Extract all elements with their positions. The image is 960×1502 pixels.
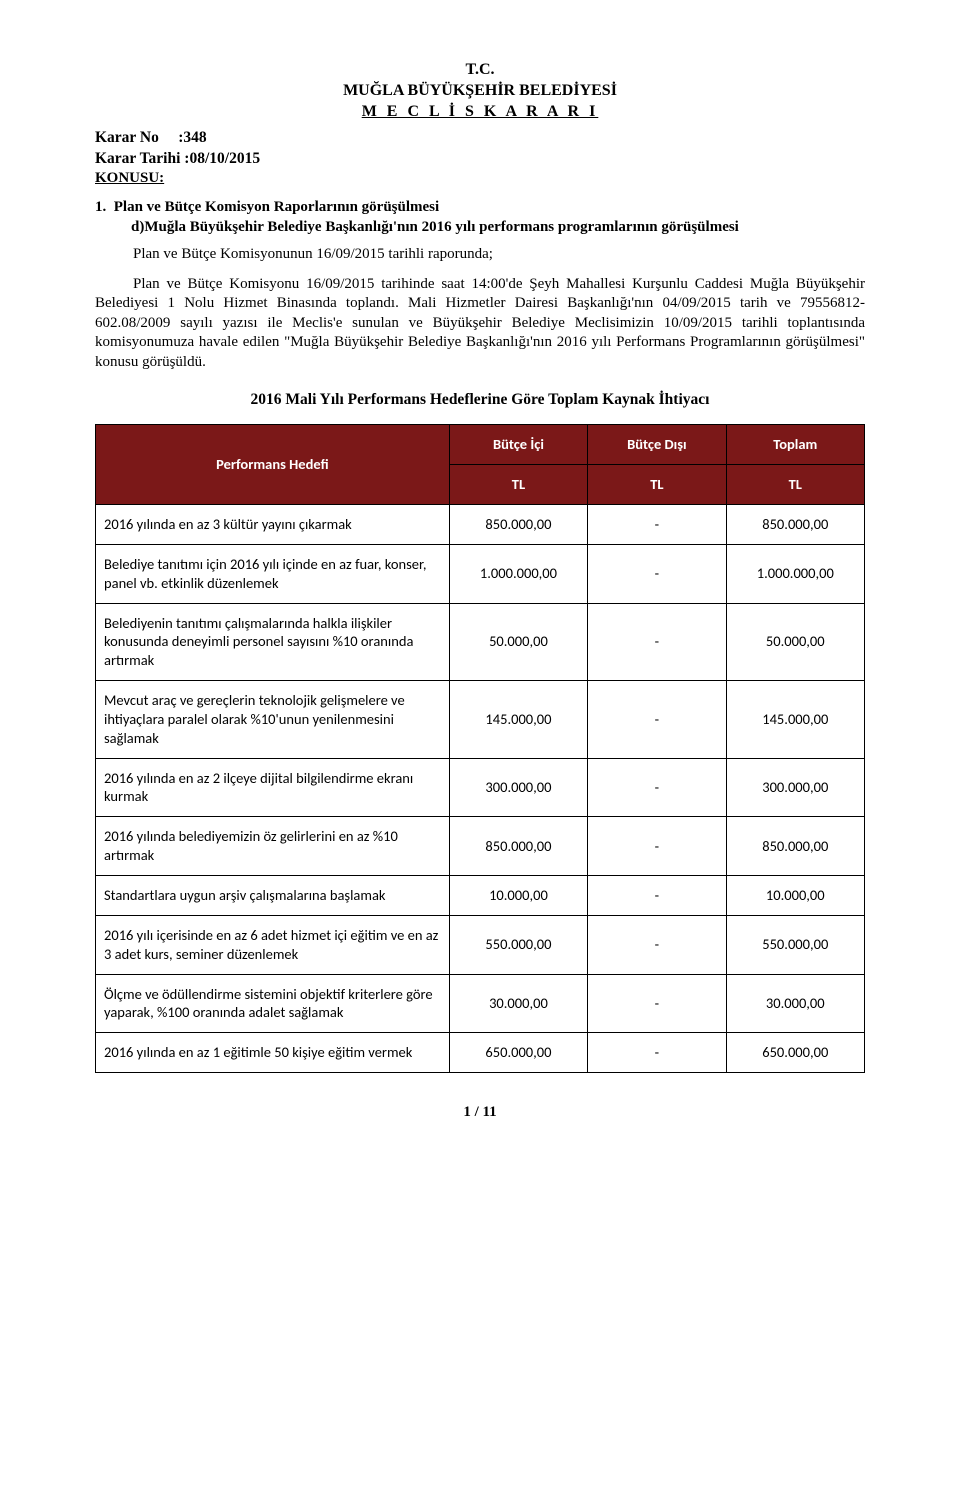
table-row: 2016 yılında en az 2 ilçeye dijital bilg… — [96, 758, 865, 817]
cell-ici: 50.000,00 — [449, 603, 587, 681]
table-body: 2016 yılında en az 3 kültür yayını çıkar… — [96, 505, 865, 1073]
cell-hedef: 2016 yılında belediyemizin öz gelirlerin… — [96, 817, 450, 876]
cell-ici: 300.000,00 — [449, 758, 587, 817]
cell-toplam: 650.000,00 — [726, 1033, 864, 1073]
cell-disi: - — [588, 1033, 726, 1073]
table-row: 2016 yılında belediyemizin öz gelirlerin… — [96, 817, 865, 876]
table-row: 2016 yılında en az 1 eğitimle 50 kişiye … — [96, 1033, 865, 1073]
cell-hedef: Belediye tanıtımı için 2016 yılı içinde … — [96, 544, 450, 603]
th-toplam: Toplam — [726, 425, 864, 465]
table-row: Belediyenin tanıtımı çalışmalarında halk… — [96, 603, 865, 681]
table-row: Mevcut araç ve gereçlerin teknolojik gel… — [96, 681, 865, 759]
cell-ici: 10.000,00 — [449, 875, 587, 915]
cell-hedef: Standartlara uygun arşiv çalışmalarına b… — [96, 875, 450, 915]
th-tl-3: TL — [726, 465, 864, 505]
cell-disi: - — [588, 505, 726, 545]
cell-disi: - — [588, 544, 726, 603]
cell-ici: 1.000.000,00 — [449, 544, 587, 603]
th-tl-1: TL — [449, 465, 587, 505]
karar-no-label: Karar No — [95, 129, 159, 146]
cell-ici: 850.000,00 — [449, 817, 587, 876]
cell-disi: - — [588, 681, 726, 759]
karar-no-value: 348 — [183, 129, 206, 146]
table-subtitle: 2016 Mali Yılı Performans Hedeflerine Gö… — [95, 390, 865, 410]
karar-no-line: Karar No :348 — [95, 128, 865, 148]
cell-hedef: 2016 yılında en az 3 kültür yayını çıkar… — [96, 505, 450, 545]
cell-ici: 850.000,00 — [449, 505, 587, 545]
table-row: Belediye tanıtımı için 2016 yılı içinde … — [96, 544, 865, 603]
cell-toplam: 145.000,00 — [726, 681, 864, 759]
header-meclis: M E C L İ S K A R A R I — [95, 102, 865, 123]
konusu-label: KONUSU: — [95, 169, 865, 189]
cell-ici: 145.000,00 — [449, 681, 587, 759]
page-number: 1 / 11 — [95, 1103, 865, 1123]
cell-toplam: 300.000,00 — [726, 758, 864, 817]
cell-hedef: 2016 yılında en az 2 ilçeye dijital bilg… — [96, 758, 450, 817]
paragraph-1: Plan ve Bütçe Komisyonunun 16/09/2015 ta… — [95, 245, 865, 265]
th-tl-2: TL — [588, 465, 726, 505]
th-disi: Bütçe Dışı — [588, 425, 726, 465]
table-row: 2016 yılı içerisinde en az 6 adet hizmet… — [96, 915, 865, 974]
performance-table: Performans Hedefi Bütçe İçi Bütçe Dışı T… — [95, 424, 865, 1073]
table-row: 2016 yılında en az 3 kültür yayını çıkar… — [96, 505, 865, 545]
cell-hedef: Ölçme ve ödüllendirme sistemini objektif… — [96, 974, 450, 1033]
cell-toplam: 30.000,00 — [726, 974, 864, 1033]
cell-disi: - — [588, 817, 726, 876]
cell-ici: 550.000,00 — [449, 915, 587, 974]
cell-disi: - — [588, 974, 726, 1033]
cell-toplam: 1.000.000,00 — [726, 544, 864, 603]
header-org: MUĞLA BÜYÜKŞEHİR BELEDİYESİ — [95, 81, 865, 102]
karar-tarih-line: Karar Tarihi :08/10/2015 — [95, 149, 865, 169]
cell-disi: - — [588, 915, 726, 974]
table-row: Standartlara uygun arşiv çalışmalarına b… — [96, 875, 865, 915]
cell-disi: - — [588, 875, 726, 915]
th-hedef: Performans Hedefi — [96, 425, 450, 505]
cell-ici: 650.000,00 — [449, 1033, 587, 1073]
th-ici: Bütçe İçi — [449, 425, 587, 465]
cell-toplam: 850.000,00 — [726, 817, 864, 876]
cell-hedef: 2016 yılı içerisinde en az 6 adet hizmet… — [96, 915, 450, 974]
table-header: Performans Hedefi Bütçe İçi Bütçe Dışı T… — [96, 425, 865, 505]
table-row: Ölçme ve ödüllendirme sistemini objektif… — [96, 974, 865, 1033]
cell-disi: - — [588, 603, 726, 681]
cell-disi: - — [588, 758, 726, 817]
cell-ici: 30.000,00 — [449, 974, 587, 1033]
karar-block: Karar No :348 Karar Tarihi :08/10/2015 K… — [95, 128, 865, 188]
header-tc: T.C. — [95, 60, 865, 81]
agenda-item: 1. Plan ve Bütçe Komisyon Raporlarının g… — [95, 198, 865, 237]
paragraph-2: Plan ve Bütçe Komisyonu 16/09/2015 tarih… — [95, 275, 865, 373]
cell-hedef: Mevcut araç ve gereçlerin teknolojik gel… — [96, 681, 450, 759]
karar-tarih-value: 08/10/2015 — [189, 150, 260, 167]
cell-toplam: 50.000,00 — [726, 603, 864, 681]
cell-toplam: 10.000,00 — [726, 875, 864, 915]
cell-hedef: 2016 yılında en az 1 eğitimle 50 kişiye … — [96, 1033, 450, 1073]
cell-hedef: Belediyenin tanıtımı çalışmalarında halk… — [96, 603, 450, 681]
cell-toplam: 850.000,00 — [726, 505, 864, 545]
karar-tarih-label: Karar Tarihi — [95, 150, 180, 167]
cell-toplam: 550.000,00 — [726, 915, 864, 974]
